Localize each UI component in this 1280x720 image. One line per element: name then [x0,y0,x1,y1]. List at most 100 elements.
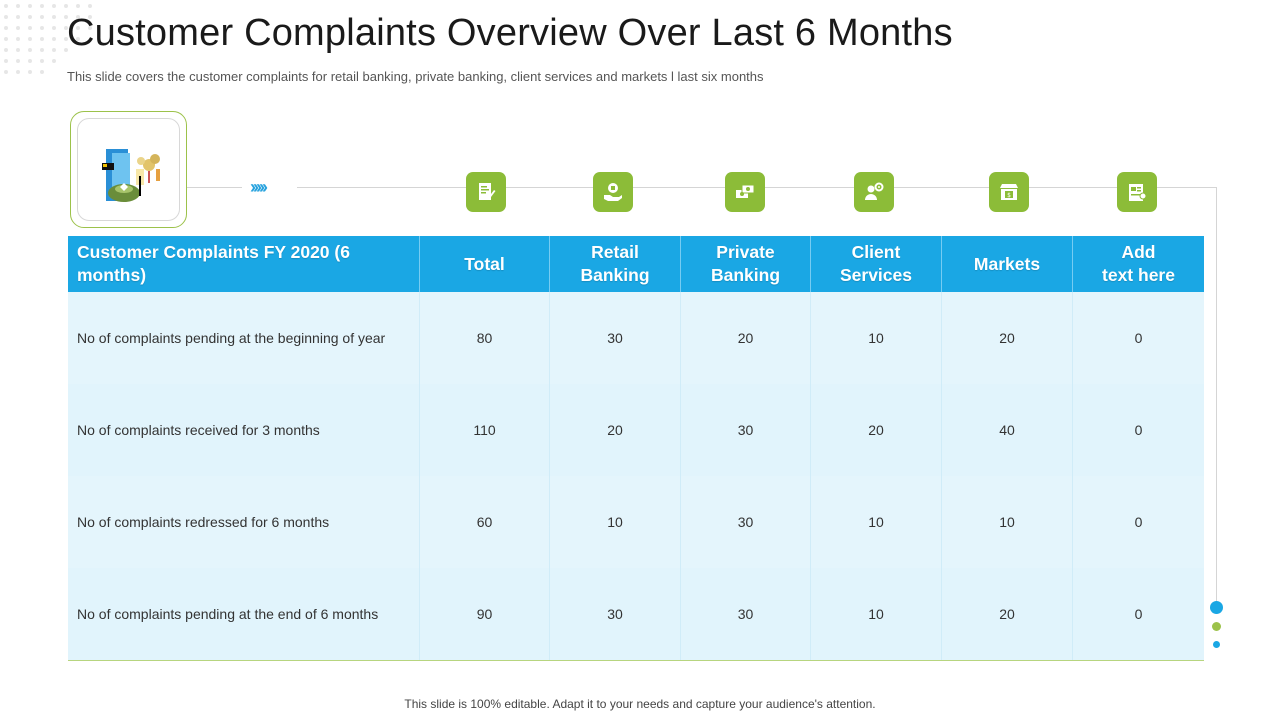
table-row: No of complaints pending at the end of 6… [68,568,1204,660]
table-cell: 30 [681,476,811,568]
decorative-dot-green [1212,622,1221,631]
decorative-dot [40,59,44,63]
table-cell: 80 [420,292,550,384]
table-cell: 10 [811,476,942,568]
page-subtitle: This slide covers the customer complaint… [67,69,764,84]
decorative-dot [64,26,68,30]
decorative-dot [16,59,20,63]
decorative-dot [76,37,80,41]
table-cell: 0 [1134,514,1143,530]
table-cell: 40 [942,384,1073,476]
chevron-arrows-icon: ››››› [250,177,268,197]
decorative-dot [28,59,32,63]
table-row: No of complaints received for 3 months 1… [68,384,1204,476]
table-cell: 0 [1134,330,1143,346]
decorative-dot [16,15,20,19]
decorative-dot [16,70,20,74]
table-row: No of complaints redressed for 6 months … [68,476,1204,568]
decorative-dot [4,4,8,8]
decorative-dot [76,4,80,8]
decorative-dot [52,4,56,8]
table-cell: 10 [942,476,1073,568]
column-header: Total [420,236,550,292]
decorative-dot [52,48,56,52]
decorative-dot [64,37,68,41]
row-label: No of complaints pending at the end of 6… [68,568,420,660]
table-cell: 10 [811,292,942,384]
decorative-dot [16,37,20,41]
connector-line-vertical [1216,187,1217,602]
hand-money-icon [593,172,633,212]
decorative-dot [28,26,32,30]
decorative-dot [16,4,20,8]
money-bills-icon [725,172,765,212]
decorative-dot [40,48,44,52]
decorative-dot [40,15,44,19]
decorative-dot [40,26,44,30]
table-cell: 20 [942,292,1073,384]
table-cell: 30 [550,568,681,660]
decorative-dot-blue [1210,601,1223,614]
decorative-dot [64,4,68,8]
column-header: Private Banking [681,236,811,292]
table-cell: 30 [550,292,681,384]
row-label: No of complaints pending at the beginnin… [68,292,420,384]
table-cell: 10 [550,476,681,568]
table-cell: 20 [811,384,942,476]
hero-image-frame [70,111,187,228]
decorative-dot [16,48,20,52]
decorative-dot [52,37,56,41]
column-header: Customer Complaints FY 2020 (6 months) [68,236,420,292]
decorative-dot [52,26,56,30]
decorative-dot [4,26,8,30]
decorative-dot [52,15,56,19]
table-cell: 20 [681,292,811,384]
svg-text:$: $ [1007,192,1011,199]
decorative-dot [28,48,32,52]
report-chart-icon [1117,172,1157,212]
complaints-table: Customer Complaints FY 2020 (6 months) T… [68,236,1204,661]
table-cell: 20 [550,384,681,476]
row-label: No of complaints redressed for 6 months [68,476,420,568]
column-header: Retail Banking [550,236,681,292]
decorative-dot [64,15,68,19]
decorative-dot [40,4,44,8]
column-header: Add text here [1102,242,1175,285]
column-header: Client Services [811,236,942,292]
decorative-dot [28,15,32,19]
decorative-dot [4,70,8,74]
decorative-dot-grid [4,4,96,82]
table-cell: 0 [1134,422,1143,438]
decorative-dot [4,59,8,63]
decorative-dot [28,4,32,8]
decorative-dot-blue-small [1213,641,1220,648]
decorative-dot [28,70,32,74]
decorative-dot [88,4,92,8]
banking-documents-illustration [102,149,160,202]
footer-note: This slide is 100% editable. Adapt it to… [404,697,876,711]
table-cell: 90 [420,568,550,660]
document-pen-icon [466,172,506,212]
decorative-dot [64,48,68,52]
column-header: Markets [942,236,1073,292]
decorative-dot [76,15,80,19]
market-store-icon: $ [989,172,1029,212]
decorative-dot [28,37,32,41]
decorative-dot [52,59,56,63]
connector-line [187,187,242,188]
table-cell: 30 [681,384,811,476]
client-gear-icon [854,172,894,212]
decorative-dot [76,26,80,30]
decorative-dot [40,70,44,74]
decorative-dot [88,26,92,30]
table-cell: 30 [681,568,811,660]
decorative-dot [40,37,44,41]
table-cell: 20 [942,568,1073,660]
table-cell: 0 [1134,606,1143,622]
decorative-dot [4,37,8,41]
decorative-dot [4,48,8,52]
decorative-dot [88,15,92,19]
decorative-dot [4,15,8,19]
decorative-dot [16,26,20,30]
table-cell: 10 [811,568,942,660]
